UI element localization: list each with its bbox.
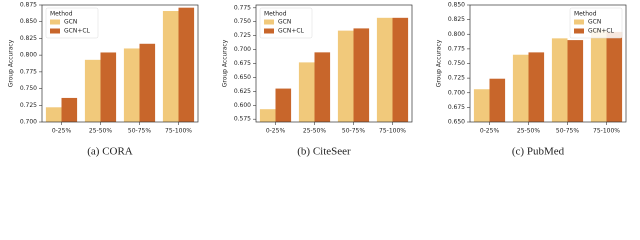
y-tick-label: 0.600	[234, 102, 251, 109]
y-tick-label: 0.700	[448, 89, 465, 96]
bar	[298, 62, 315, 122]
bar	[259, 109, 276, 122]
x-tick-label: 0-25%	[52, 128, 72, 135]
y-axis-label: Group Accuracy	[8, 39, 15, 87]
legend-title: Method	[574, 11, 597, 18]
y-tick-label: 0.800	[20, 52, 37, 59]
bar	[162, 11, 179, 122]
page: 0.700 0.725 0.750 0.775 0.800 0.825 0.850 0.875…	[7, 1, 627, 158]
legend-swatch	[574, 19, 584, 25]
figure: 0.700 0.725 0.750 0.775 0.800 0.825 0.850 0.875…	[8, 2, 627, 158]
x-tick-label: 50-75%	[556, 128, 579, 135]
x-tick-label: 0-25%	[266, 128, 286, 135]
bar	[473, 89, 490, 122]
chart-caption: (b) CiteSeer	[297, 146, 351, 158]
bar	[275, 88, 292, 122]
y-tick-label: 0.850	[20, 18, 37, 25]
legend-label: GCN	[278, 19, 291, 26]
y-tick-label: 0.825	[20, 35, 37, 42]
y-tick-label: 0.700	[20, 119, 37, 126]
y-tick-label: 0.750	[234, 18, 251, 25]
legend-label: GCN+CL	[588, 28, 615, 35]
legend-title: Method	[264, 11, 287, 18]
plot-frame	[41, 4, 199, 123]
x-tick-label: 25-50%	[89, 128, 112, 135]
bar	[590, 29, 607, 122]
y-tick-label: 0.775	[234, 4, 251, 11]
bar	[392, 17, 409, 122]
y-tick-label: 0.650	[234, 74, 251, 81]
bar	[100, 52, 117, 123]
bar	[337, 30, 354, 122]
bar	[376, 17, 393, 122]
y-tick-label: 0.700	[234, 46, 251, 53]
bar	[45, 107, 62, 122]
plot-frame	[469, 4, 627, 123]
legend-swatch	[50, 19, 60, 25]
x-tick-label: 75-100%	[165, 128, 192, 135]
bar	[551, 38, 568, 122]
bar	[606, 31, 623, 122]
y-tick-label: 0.750	[20, 85, 37, 92]
legend-label: GCN+CL	[64, 28, 91, 35]
y-tick-label: 0.575	[234, 116, 251, 123]
y-tick-label: 0.825	[448, 16, 465, 23]
y-tick-label: 0.850	[448, 2, 465, 9]
bar	[314, 52, 331, 122]
y-tick-label: 0.775	[20, 68, 37, 75]
x-tick-label: 75-100%	[379, 128, 406, 135]
legend-title: Method	[50, 11, 73, 18]
y-tick-label: 0.775	[448, 45, 465, 52]
y-tick-label: 0.725	[448, 75, 465, 82]
y-tick-label: 0.650	[448, 119, 465, 126]
bar	[123, 48, 140, 123]
y-tick-label: 0.675	[448, 104, 465, 111]
y-tick-label: 0.800	[448, 31, 465, 38]
bar	[61, 97, 78, 122]
bar	[528, 52, 545, 123]
bar	[139, 43, 156, 122]
y-axis-label: Group Accuracy	[436, 39, 443, 87]
legend-label: GCN	[588, 19, 601, 26]
legend-label: GCN+CL	[278, 28, 305, 35]
plot-frame	[255, 4, 413, 123]
y-tick-label: 0.725	[20, 102, 37, 109]
x-tick-label: 25-50%	[303, 128, 326, 135]
legend-swatch	[264, 19, 274, 25]
legend-swatch	[50, 28, 60, 34]
legend-label: GCN	[64, 19, 77, 26]
y-tick-label: 0.675	[234, 60, 251, 67]
bar	[178, 7, 195, 122]
x-tick-label: 75-100%	[593, 128, 620, 135]
legend-swatch	[574, 28, 584, 34]
x-tick-label: 0-25%	[480, 128, 500, 135]
x-tick-label: 25-50%	[517, 128, 540, 135]
chart-caption: (c) PubMed	[512, 146, 565, 158]
y-tick-label: 0.625	[234, 88, 251, 95]
y-tick-label: 0.750	[448, 60, 465, 67]
y-tick-label: 0.875	[20, 2, 37, 9]
bar	[567, 40, 584, 122]
x-tick-label: 50-75%	[342, 128, 365, 135]
bar	[353, 28, 370, 122]
bar	[489, 78, 506, 122]
chart-caption: (a) CORA	[87, 146, 133, 158]
bar	[84, 59, 101, 122]
x-tick-label: 50-75%	[128, 128, 151, 135]
y-axis-label: Group Accuracy	[222, 39, 229, 87]
legend-swatch	[264, 28, 274, 34]
bar	[512, 54, 529, 122]
y-tick-label: 0.725	[234, 32, 251, 39]
